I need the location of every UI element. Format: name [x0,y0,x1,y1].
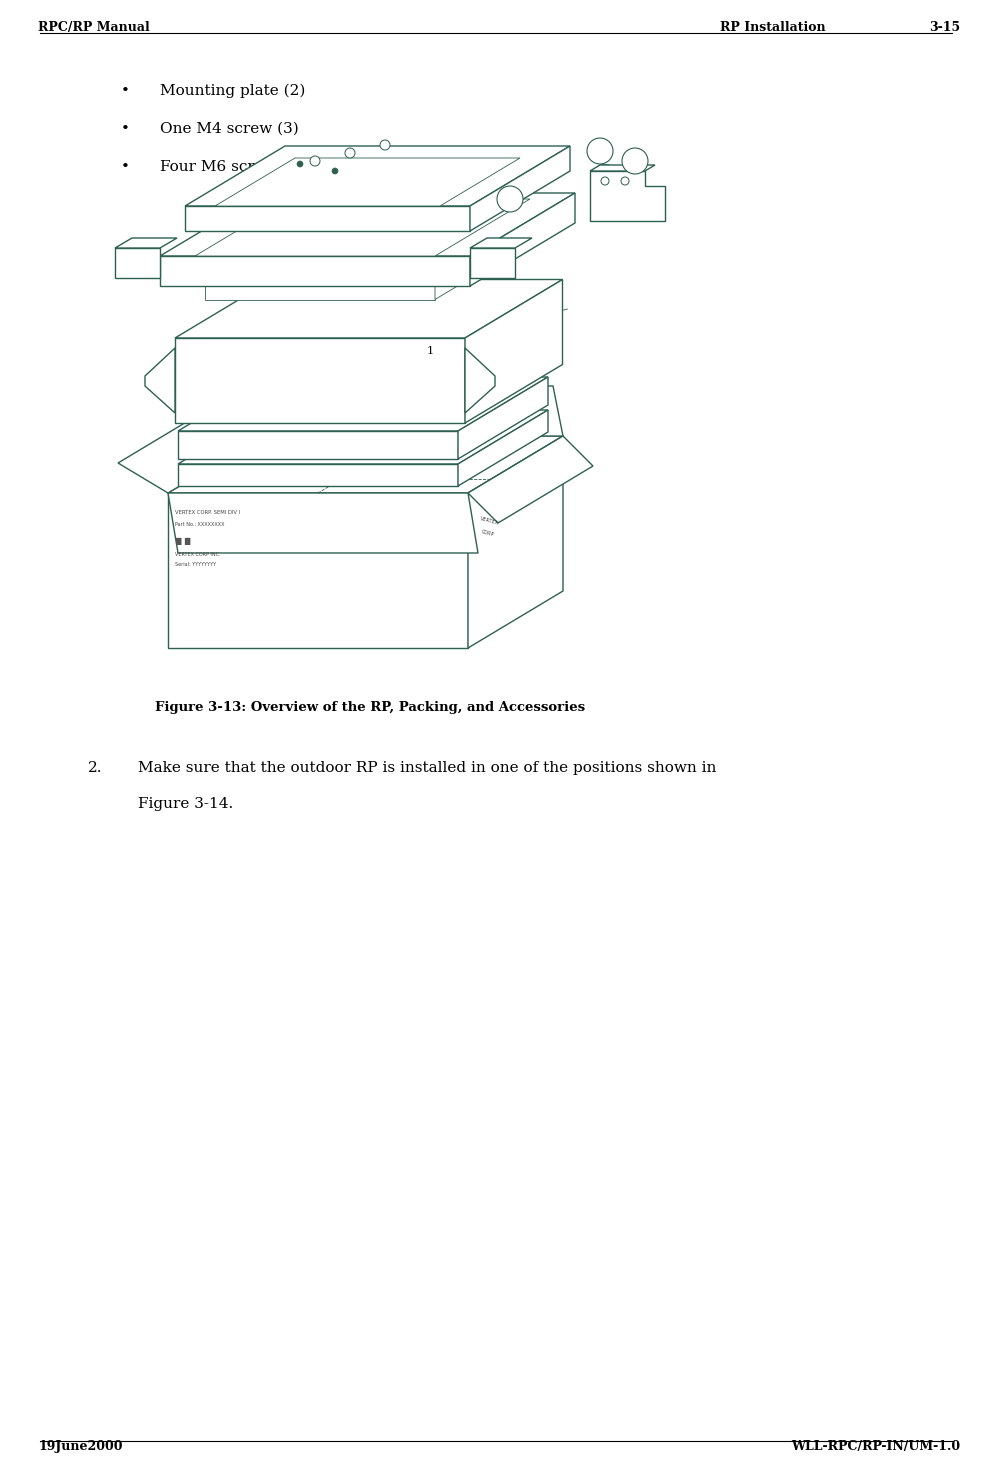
Circle shape [345,148,355,158]
Polygon shape [178,431,458,459]
Text: 3: 3 [632,156,639,166]
Text: 4: 4 [596,147,603,156]
Text: 2: 2 [507,194,514,204]
Polygon shape [160,193,575,256]
Polygon shape [175,338,465,424]
Text: 3-15: 3-15 [929,21,960,34]
Text: Figure 3-14.: Figure 3-14. [138,797,233,812]
Text: Four M6 screws (4): Four M6 screws (4) [160,160,311,173]
Polygon shape [458,378,548,459]
Text: VERTEX CORP. SEMI DIV I: VERTEX CORP. SEMI DIV I [175,511,240,515]
Polygon shape [253,387,563,435]
Polygon shape [115,238,177,247]
Circle shape [622,148,648,173]
Polygon shape [468,435,563,649]
Text: •: • [121,160,129,173]
Polygon shape [145,348,175,413]
Text: 2.: 2. [88,761,102,775]
Polygon shape [185,206,470,231]
Polygon shape [470,247,515,278]
Text: •: • [121,121,129,136]
Circle shape [601,178,609,185]
Text: One M4 screw (3): One M4 screw (3) [160,121,299,136]
Text: VERTEX: VERTEX [480,515,500,526]
Polygon shape [465,280,562,424]
Polygon shape [590,164,655,170]
Polygon shape [465,348,495,413]
Polygon shape [115,247,160,278]
Polygon shape [435,241,503,299]
Circle shape [587,138,613,164]
Polygon shape [470,238,532,247]
Polygon shape [178,410,548,464]
Text: RP Installation: RP Installation [720,21,825,34]
Polygon shape [160,256,470,286]
Polygon shape [468,435,593,523]
Text: CORP: CORP [480,529,494,538]
Polygon shape [168,493,478,552]
Circle shape [621,178,629,185]
Polygon shape [178,464,458,486]
Circle shape [380,141,390,150]
Polygon shape [178,378,548,431]
Circle shape [332,167,338,173]
Text: Make sure that the outdoor RP is installed in one of the positions shown in: Make sure that the outdoor RP is install… [138,761,716,775]
Text: VERTEX CORP INC.: VERTEX CORP INC. [175,552,220,557]
Polygon shape [175,280,562,338]
Text: WLL-RPC/RP-IN/UM-1.0: WLL-RPC/RP-IN/UM-1.0 [791,1440,960,1453]
Text: RPC/RP Manual: RPC/RP Manual [38,21,150,34]
Polygon shape [168,435,563,493]
Polygon shape [590,170,665,221]
Text: 1: 1 [427,347,434,355]
Text: █  █: █ █ [175,538,190,545]
Circle shape [417,338,443,364]
Circle shape [497,187,523,212]
Polygon shape [205,281,435,299]
Circle shape [310,156,320,166]
Polygon shape [470,147,570,231]
Text: 19June2000: 19June2000 [38,1440,122,1453]
Polygon shape [118,406,263,493]
Text: Figure 3-13: Overview of the RP, Packing, and Accessories: Figure 3-13: Overview of the RP, Packing… [155,701,585,714]
Polygon shape [185,147,570,206]
Text: Serial: YYYYYYYY: Serial: YYYYYYYY [175,563,216,567]
Text: Mounting plate (2): Mounting plate (2) [160,84,306,98]
Text: •: • [121,84,129,98]
Polygon shape [168,493,468,649]
Polygon shape [195,198,530,256]
Polygon shape [458,410,548,486]
Polygon shape [215,158,520,206]
Polygon shape [470,193,575,286]
Circle shape [297,161,303,167]
Text: Part No.: XXXXXXXX: Part No.: XXXXXXXX [175,523,224,527]
Polygon shape [205,241,503,281]
